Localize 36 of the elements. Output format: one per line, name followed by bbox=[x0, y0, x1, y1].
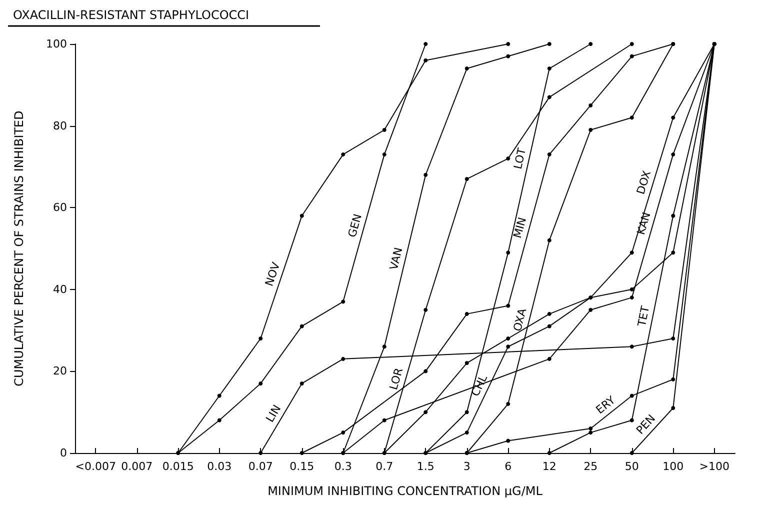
x-tick-label: >100 bbox=[699, 460, 730, 473]
x-axis-title: MINIMUM INHIBITING CONCENTRATION μG/ML bbox=[268, 484, 543, 498]
y-tick-label: 40 bbox=[53, 282, 67, 296]
text: LOT bbox=[511, 146, 529, 170]
x-tick-label: 3 bbox=[463, 460, 470, 473]
x-tick-label: 0.3 bbox=[334, 460, 352, 473]
text: MIN bbox=[511, 216, 530, 240]
x-tick-label: <0.007 bbox=[75, 460, 116, 473]
y-tick-label: 20 bbox=[53, 364, 67, 378]
y-tick-label: 0 bbox=[60, 446, 67, 460]
y-tick-label: 80 bbox=[53, 119, 67, 132]
y-axis-title: CUMULATIVE PERCENT OF STRAINS INHIBITED bbox=[12, 110, 26, 386]
text: LIN bbox=[263, 402, 284, 425]
x-tick-label: 0.07 bbox=[248, 460, 273, 473]
x-tick-label: 0.03 bbox=[207, 460, 232, 473]
y-tick-label: 100 bbox=[46, 38, 67, 50]
text: DOX bbox=[634, 168, 654, 196]
text: ERY bbox=[594, 393, 618, 417]
x-tick-label: 6 bbox=[504, 460, 512, 473]
x-tick-label: 0.015 bbox=[162, 460, 194, 473]
x-tick-label: 0.007 bbox=[121, 460, 153, 473]
x-tick-label: 25 bbox=[584, 460, 598, 473]
x-tick-label: 0.15 bbox=[290, 460, 314, 473]
text: OXA bbox=[510, 306, 530, 333]
text: VAN bbox=[387, 246, 406, 272]
x-tick-label: 12 bbox=[542, 460, 556, 473]
x-tick-label: 1.5 bbox=[416, 460, 434, 473]
x-tick-label: 50 bbox=[624, 460, 639, 473]
text: NOV bbox=[262, 260, 283, 288]
x-tick-label: 0.7 bbox=[376, 460, 394, 473]
y-tick-label: 60 bbox=[53, 201, 67, 214]
text: GEN bbox=[346, 212, 365, 239]
chart-title: OXACILLIN-RESISTANT STAPHYLOCOCCI bbox=[13, 8, 250, 22]
text: TET bbox=[635, 304, 652, 329]
x-tick-label: 100 bbox=[662, 460, 684, 473]
text: LOR bbox=[387, 366, 406, 392]
